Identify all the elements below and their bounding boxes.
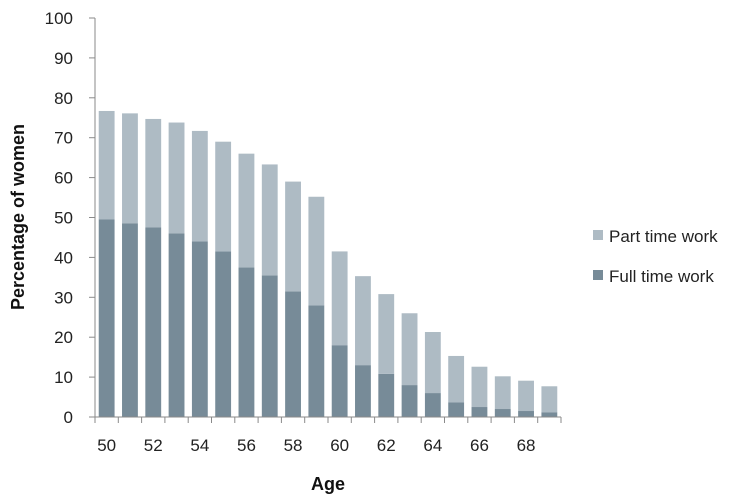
x-tick-label: 68 [517,436,536,455]
x-tick-label: 52 [144,436,163,455]
legend-swatch-full-time [593,270,603,280]
x-tick-label: 62 [377,436,396,455]
y-tick-label: 40 [54,248,73,267]
y-tick-label: 10 [54,368,73,387]
y-tick-label: 50 [54,209,73,228]
bar-part-time [285,181,301,292]
y-tick-label: 30 [54,288,73,307]
bar-full-time [308,305,325,417]
bars [98,110,558,417]
legend-label-part-time: Part time work [609,227,718,246]
bar-full-time [238,267,255,417]
bar-part-time [98,110,115,220]
legend: Part time work Full time work [593,227,718,286]
bar-full-time [261,275,278,417]
bar-full-time [378,373,395,417]
x-tick-label: 50 [97,436,116,455]
bar-part-time [494,376,511,410]
bar-full-time [285,291,301,417]
bar-part-time [378,294,395,374]
legend-swatch-part-time [593,230,603,240]
y-tick-label: 100 [45,9,73,28]
bar-part-time [238,153,255,268]
bar-full-time [494,409,511,417]
bar-part-time [518,380,534,412]
x-tick-label: 54 [190,436,209,455]
y-axis: 0 10 20 30 40 50 60 70 80 90 100 [45,9,96,427]
bar-part-time [401,313,418,386]
bar-part-time [308,196,325,306]
y-tick-label: 0 [64,408,73,427]
bar-full-time [168,233,185,417]
bar-full-time [122,223,138,417]
bar-part-time [471,366,488,408]
bar-full-time [424,393,441,417]
bar-part-time [424,332,441,394]
y-tick-label: 80 [54,89,73,108]
x-axis: 50 52 54 56 58 60 62 64 66 68 [94,416,562,455]
bar-full-time [355,365,371,417]
bar-full-time [518,411,534,417]
legend-label-full-time: Full time work [609,267,714,286]
bar-full-time [331,345,348,417]
bar-part-time [168,122,185,234]
bar-part-time [355,276,371,366]
bar-part-time [145,118,162,228]
bar-part-time [261,164,278,276]
x-tick-label: 56 [237,436,256,455]
y-tick-label: 70 [54,129,73,148]
y-tick-label: 90 [54,49,73,68]
bar-part-time [448,355,465,403]
bar-full-time [448,402,465,417]
x-tick-label: 64 [423,436,442,455]
bar-full-time [98,219,115,417]
x-tick-label: 60 [330,436,349,455]
bar-part-time [191,130,208,242]
bar-part-time [331,251,348,346]
x-tick-label: 66 [470,436,489,455]
bar-part-time [122,113,138,224]
bar-full-time [191,241,208,417]
bar-full-time [145,227,162,417]
x-tick-label: 58 [284,436,303,455]
bar-full-time [401,385,418,417]
bar-part-time [215,141,232,252]
y-axis-title: Percentage of women [8,124,28,310]
y-tick-label: 60 [54,169,73,188]
bar-full-time [215,251,232,417]
bar-full-time [471,407,488,417]
y-tick-label: 20 [54,328,73,347]
x-axis-title: Age [311,474,345,494]
bar-full-time [541,412,558,417]
bar-part-time [541,386,558,413]
